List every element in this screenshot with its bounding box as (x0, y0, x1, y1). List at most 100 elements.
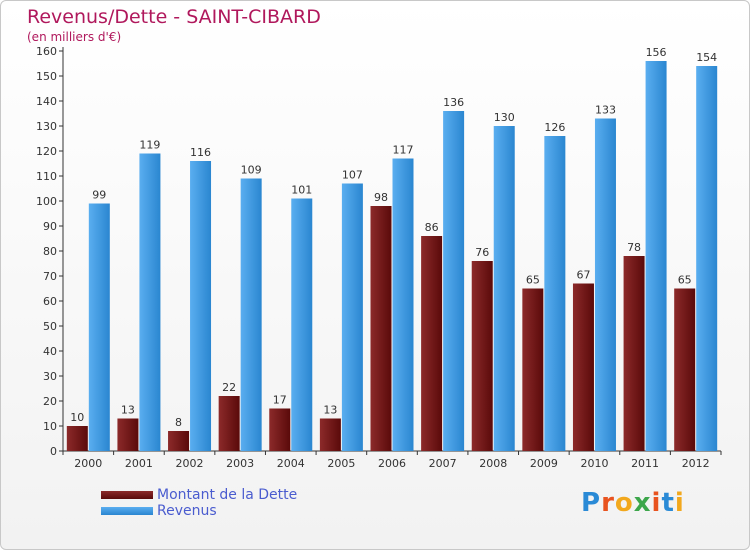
value-label: 13 (323, 404, 337, 417)
legend-item-revenus: Revenus (101, 503, 297, 519)
legend-item-dette: Montant de la Dette (101, 487, 297, 503)
y-tick-label: 120 (36, 145, 57, 158)
value-label: 119 (139, 139, 160, 152)
bar-revenus (544, 136, 566, 451)
x-tick-label: 2005 (327, 457, 355, 470)
bar-revenus (341, 183, 363, 451)
bar-dette (168, 431, 190, 451)
value-label: 116 (190, 146, 211, 159)
x-tick-label: 2000 (74, 457, 102, 470)
bars (66, 61, 718, 451)
logo-letter: x (633, 488, 652, 518)
y-axis: 0 10 20 30 40 50 60 70 80 90 100 110 120 130 140 150 160 (36, 45, 64, 458)
y-tick-label: 0 (50, 445, 57, 458)
y-tick-label: 30 (43, 370, 57, 383)
x-tick-label: 2008 (479, 457, 507, 470)
x-tick-label: 2001 (125, 457, 153, 470)
legend-label-revenus: Revenus (157, 503, 217, 519)
y-tick-label: 70 (43, 270, 57, 283)
value-label: 22 (222, 381, 236, 394)
legend-swatch-dette (101, 491, 153, 499)
y-tick-label: 50 (43, 320, 57, 333)
bar-revenus (190, 161, 212, 451)
y-tick-label: 130 (36, 120, 57, 133)
bar-dette (522, 288, 544, 451)
x-tick-label: 2003 (226, 457, 254, 470)
bar-revenus (645, 61, 667, 451)
logo-letter: r (601, 488, 615, 518)
x-tick-label: 2012 (682, 457, 710, 470)
value-label: 65 (526, 274, 540, 287)
value-label: 117 (393, 144, 414, 157)
y-tick-label: 20 (43, 395, 57, 408)
bar-revenus (88, 203, 110, 451)
x-tick-label: 2010 (580, 457, 608, 470)
value-label: 76 (475, 246, 489, 259)
bar-dette (319, 418, 341, 451)
bar-revenus (493, 126, 515, 451)
bar-dette (471, 261, 493, 451)
value-label: 65 (678, 274, 692, 287)
y-tick-label: 60 (43, 295, 57, 308)
bar-revenus (139, 153, 161, 451)
value-label: 17 (273, 394, 287, 407)
legend: Montant de la Dette Revenus (101, 487, 297, 519)
x-tick-label: 2011 (631, 457, 659, 470)
y-tick-label: 110 (36, 170, 57, 183)
y-tick-label: 100 (36, 195, 57, 208)
bar-revenus (291, 198, 313, 451)
value-label: 136 (443, 96, 464, 109)
value-label: 130 (494, 111, 515, 124)
x-tick-label: 2006 (378, 457, 406, 470)
bar-revenus (696, 66, 718, 451)
y-tick-label: 150 (36, 70, 57, 83)
bar-revenus (443, 111, 465, 451)
logo-letter: i (651, 488, 662, 518)
y-tick-label: 90 (43, 220, 57, 233)
value-label: 126 (544, 121, 565, 134)
value-label: 107 (342, 169, 363, 182)
logo-letter: P (581, 488, 602, 518)
bar-dette (66, 426, 88, 451)
logo-letter: i (674, 488, 685, 518)
value-labels: 10 13 8 22 17 13 98 86 76 65 67 78 65 99 119 116 109 101 1… (70, 46, 717, 429)
x-tick-label: 2009 (530, 457, 558, 470)
y-tick-label: 140 (36, 95, 57, 108)
value-label: 156 (646, 46, 667, 59)
y-tick-label: 160 (36, 45, 57, 58)
value-label: 101 (291, 184, 312, 197)
legend-label-dette: Montant de la Dette (157, 487, 298, 503)
y-tick-label: 10 (43, 420, 57, 433)
x-axis: 2000 2001 2002 2003 2004 2005 2006 2007 2008 2009… (62, 450, 722, 470)
logo-letter: t (661, 488, 675, 518)
chart-subtitle: (en milliers d'€) (27, 30, 122, 44)
logo-letter: o (614, 488, 634, 518)
value-label: 86 (425, 221, 439, 234)
value-label: 133 (595, 104, 616, 117)
value-label: 109 (241, 164, 262, 177)
bar-dette (623, 256, 645, 451)
bar-revenus (594, 118, 616, 451)
bar-dette (218, 396, 240, 451)
bar-dette (370, 206, 392, 451)
value-label: 10 (70, 411, 84, 424)
x-tick-label: 2007 (429, 457, 457, 470)
bar-dette (674, 288, 696, 451)
value-label: 98 (374, 191, 388, 204)
bar-dette (572, 283, 594, 451)
bar-dette (269, 408, 291, 451)
value-label: 78 (627, 241, 641, 254)
value-label: 13 (121, 404, 135, 417)
bar-revenus (392, 158, 414, 451)
y-tick-label: 80 (43, 245, 57, 258)
proxiti-logo: Proxiti (581, 488, 685, 518)
bar-dette (421, 236, 443, 451)
value-label: 154 (696, 51, 717, 64)
chart-title: Revenus/Dette - SAINT-CIBARD (27, 6, 321, 28)
legend-swatch-revenus (101, 507, 153, 515)
x-tick-label: 2002 (176, 457, 204, 470)
bar-dette (117, 418, 139, 451)
value-label: 99 (92, 189, 106, 202)
